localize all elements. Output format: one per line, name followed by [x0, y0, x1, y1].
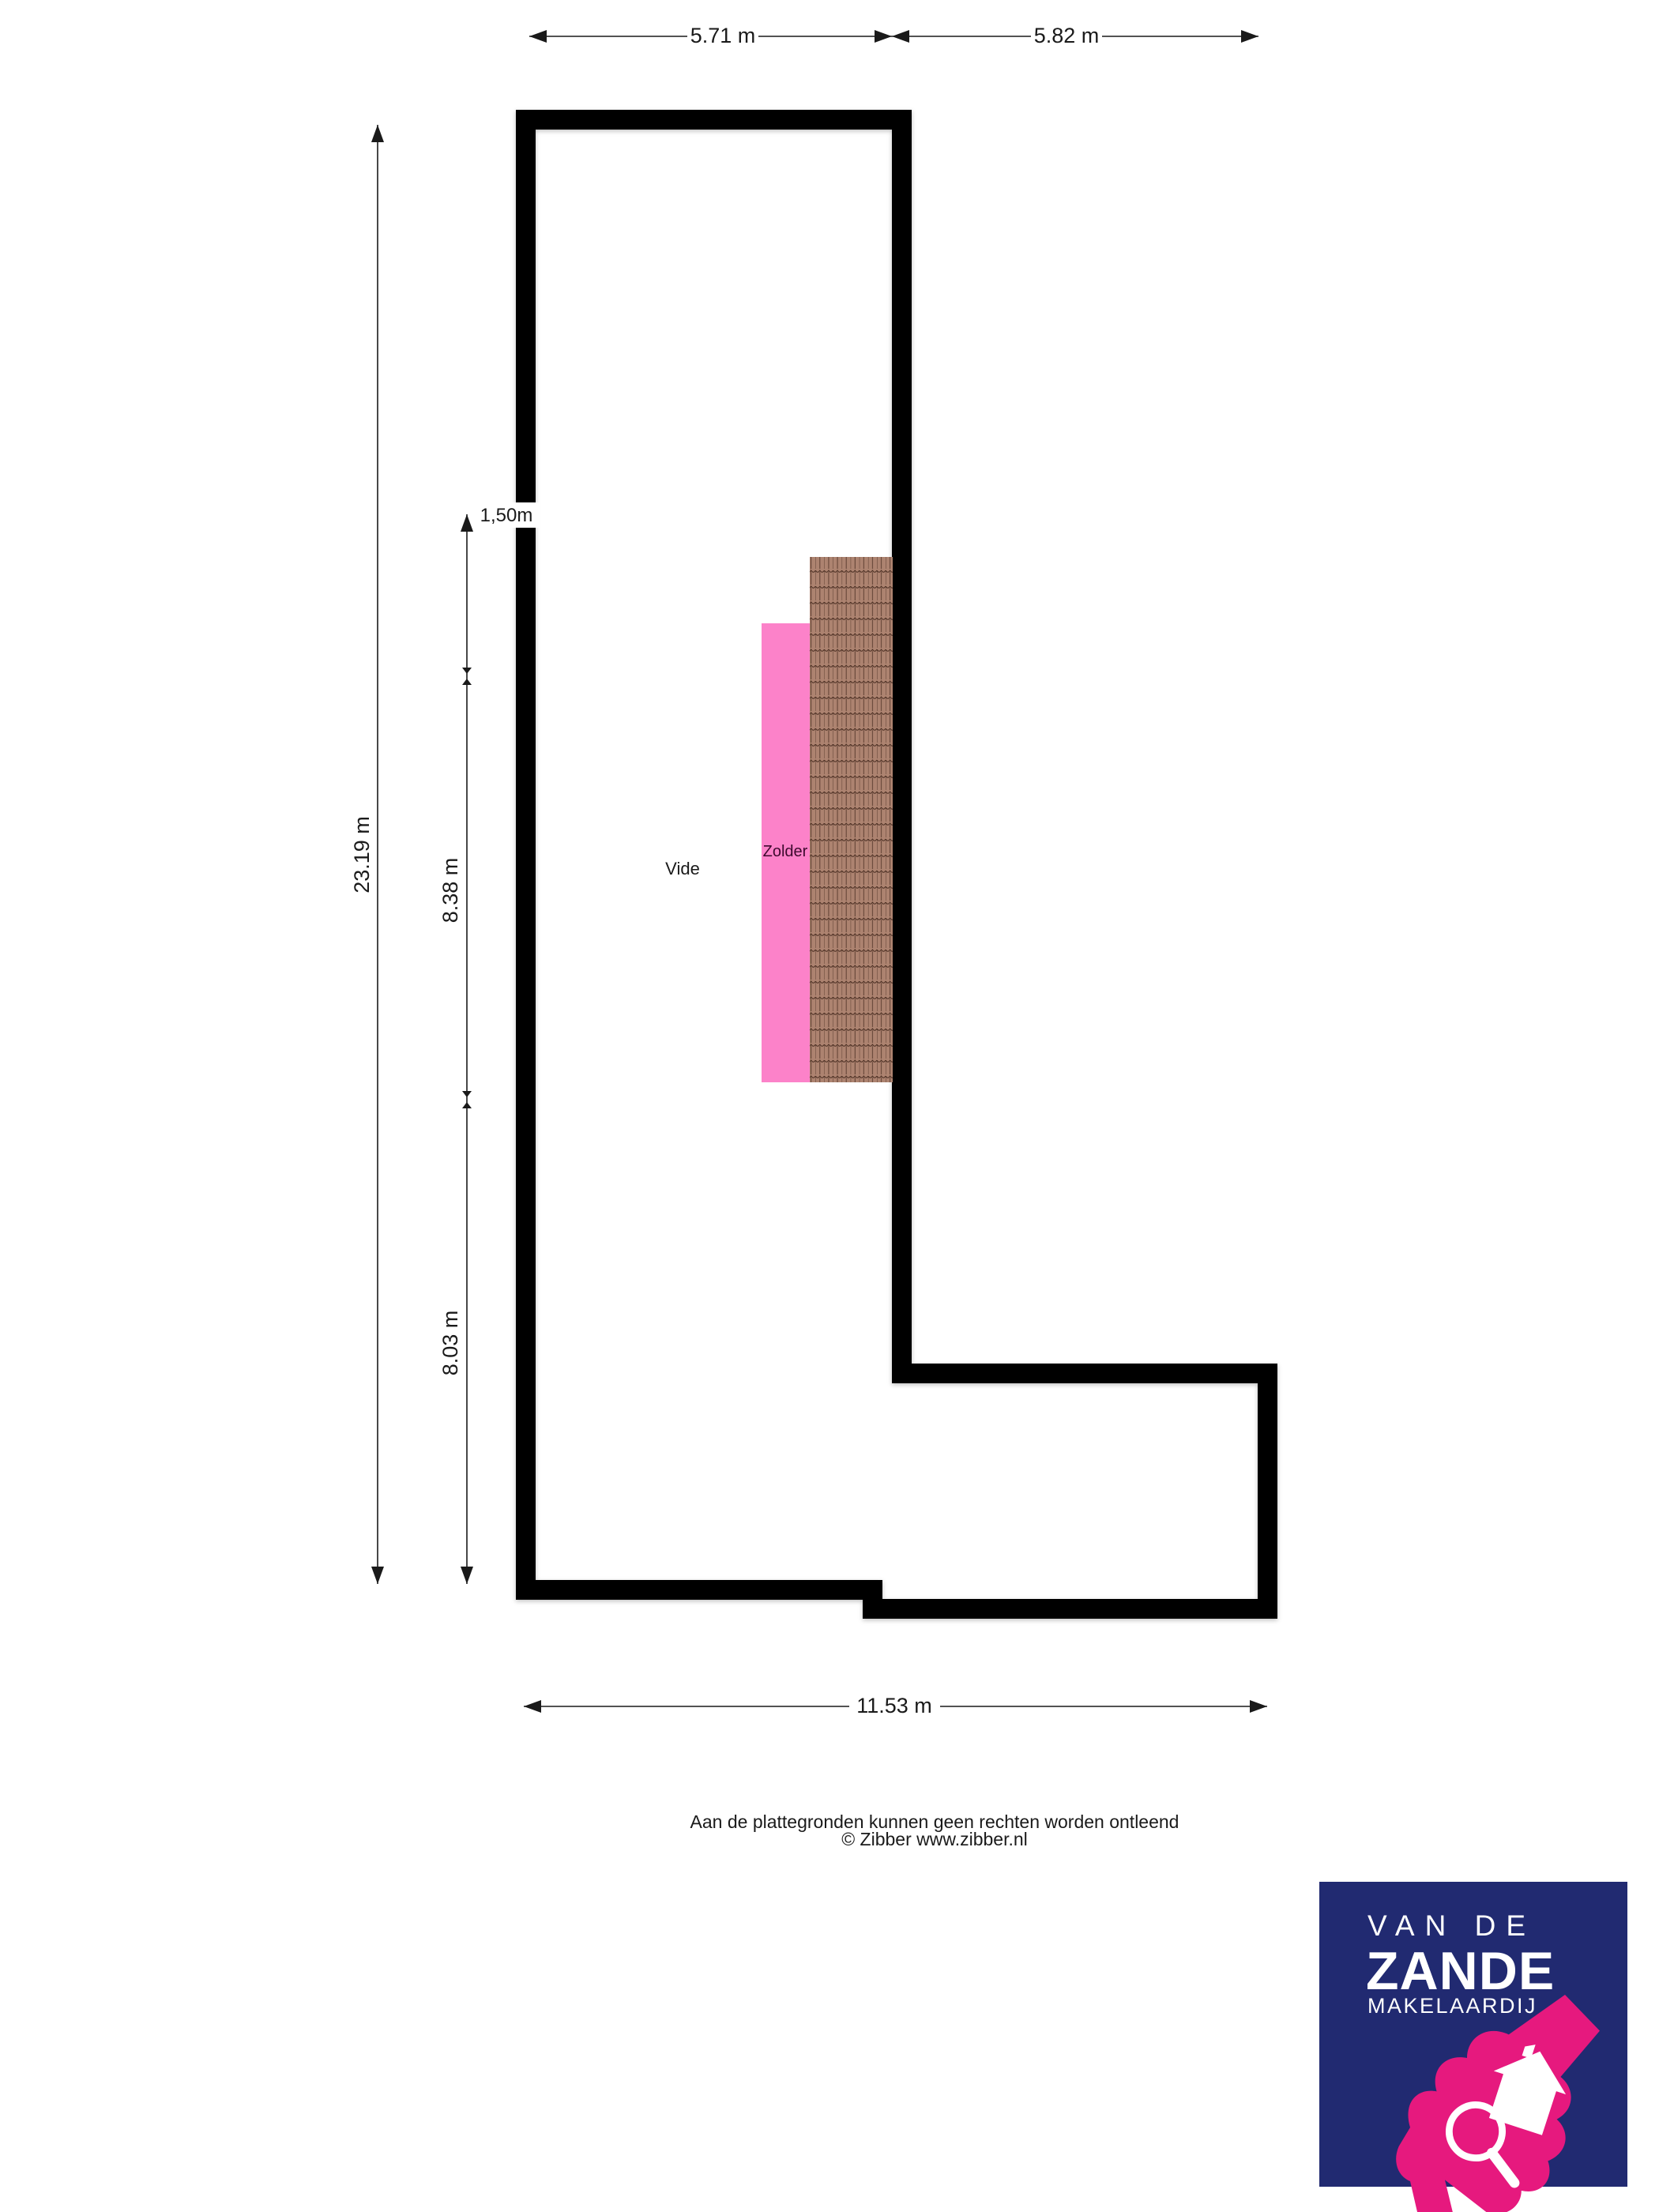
svg-text:ZANDE: ZANDE: [1366, 1941, 1555, 2001]
svg-text:VAN DE: VAN DE: [1367, 1909, 1536, 1942]
svg-text:1,50m: 1,50m: [480, 505, 533, 526]
svg-text:23.19 m: 23.19 m: [350, 816, 374, 893]
svg-text:MAKELAARDIJ: MAKELAARDIJ: [1367, 1994, 1537, 2018]
svg-text:8.03 m: 8.03 m: [438, 1311, 462, 1376]
svg-text:11.53 m: 11.53 m: [856, 1694, 932, 1717]
svg-text:5.71 m: 5.71 m: [690, 24, 756, 47]
svg-text:Zolder: Zolder: [763, 843, 808, 860]
svg-text:© Zibber www.zibber.nl: © Zibber www.zibber.nl: [841, 1829, 1028, 1849]
svg-text:Vide: Vide: [665, 859, 700, 878]
svg-text:5.82 m: 5.82 m: [1034, 24, 1100, 47]
svg-text:8.38 m: 8.38 m: [438, 858, 462, 924]
